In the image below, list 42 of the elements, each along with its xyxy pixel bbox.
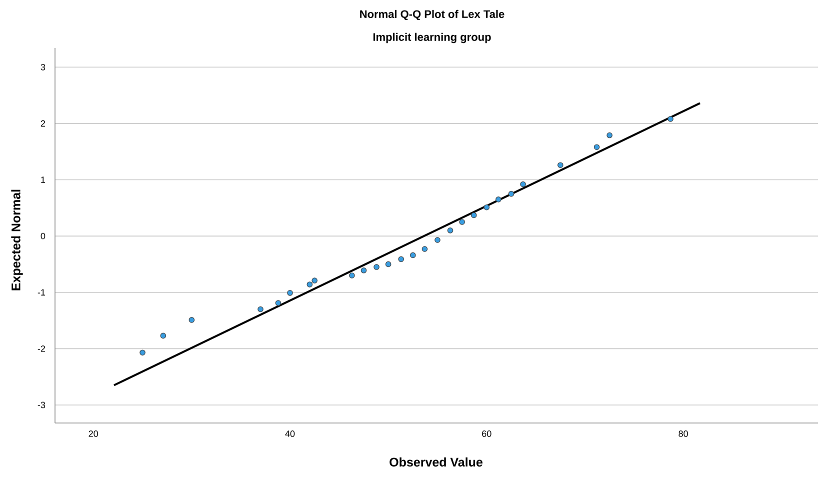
point bbox=[385, 261, 392, 268]
point bbox=[275, 300, 282, 306]
point bbox=[422, 246, 428, 252]
chart-subtitle: Implicit learning group bbox=[373, 32, 491, 44]
point bbox=[520, 181, 526, 188]
point bbox=[594, 144, 600, 150]
point bbox=[140, 350, 146, 356]
point bbox=[470, 212, 477, 218]
y-tick-label: 0 bbox=[40, 232, 46, 240]
point bbox=[188, 317, 195, 323]
point bbox=[447, 228, 454, 234]
x-tick-label: 80 bbox=[678, 430, 688, 437]
point bbox=[459, 219, 465, 225]
y-tick-label: -2 bbox=[38, 346, 46, 352]
x-tick-label: 40 bbox=[285, 430, 295, 437]
point bbox=[410, 252, 416, 258]
point bbox=[606, 132, 612, 138]
point bbox=[360, 268, 367, 274]
x-tick-label: 20 bbox=[88, 430, 98, 437]
y-tick-label: 1 bbox=[41, 176, 46, 183]
y-tick-label: -1 bbox=[38, 289, 46, 296]
point bbox=[258, 306, 264, 312]
point bbox=[287, 290, 293, 296]
x-axis-title: Observed Value bbox=[390, 457, 482, 467]
y-tick-label: -3 bbox=[38, 402, 46, 408]
point bbox=[312, 278, 318, 284]
chart-title: Normal Q-Q Plot of Lex Tale bbox=[360, 10, 504, 20]
point bbox=[484, 204, 490, 210]
point bbox=[374, 264, 380, 270]
point bbox=[668, 116, 674, 122]
y-tick-label: 2 bbox=[40, 120, 46, 127]
x-tick-label: 60 bbox=[482, 430, 492, 437]
y-axis-title: Expected Normal bbox=[11, 190, 23, 290]
point bbox=[306, 282, 313, 288]
point bbox=[398, 256, 404, 262]
point bbox=[557, 162, 564, 168]
point bbox=[349, 272, 355, 278]
point bbox=[508, 190, 514, 197]
y-tick-label: 3 bbox=[40, 64, 46, 70]
point bbox=[496, 196, 502, 202]
point bbox=[160, 332, 166, 339]
point bbox=[434, 237, 440, 243]
